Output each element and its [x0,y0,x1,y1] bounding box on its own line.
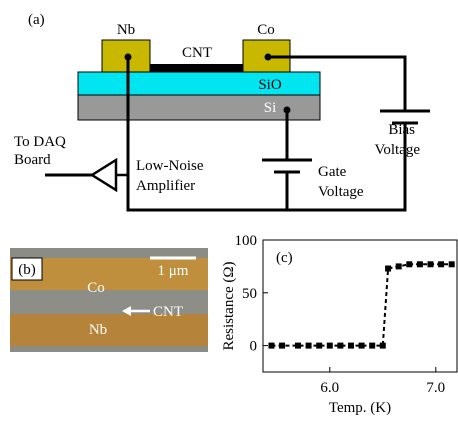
data-point [406,261,412,267]
cnt-label: CNT [182,45,212,61]
data-point [359,343,365,349]
gate-label: Voltage [318,184,364,200]
amplifier [92,160,116,190]
data-point [327,343,333,349]
amp-label: Low-Noise [136,158,204,174]
data-point [279,343,285,349]
nb-label: Nb [117,22,135,38]
panel-b: (b) 1 μm Co CNT Nb [10,248,208,352]
figure: (a) Nb Co CNT SiO Si Bias Voltage To DAQ… [0,0,458,424]
data-point [348,343,354,349]
scale-label: 1 μm [158,263,189,279]
data-point [417,261,423,267]
data-point [316,343,322,349]
panel-label: (c) [276,250,293,266]
data-point [268,343,274,349]
daq-label: To DAQ [14,134,66,150]
amp-label: Amplifier [136,178,195,194]
cnt-label: CNT [153,304,183,320]
daq-label: Board [14,152,51,168]
data-line [271,264,451,345]
y-tick-label: 50 [242,286,257,302]
data-point [427,261,433,267]
data-point [385,266,391,272]
data-point [380,343,386,349]
si-layer [78,95,320,120]
panel-label: (b) [18,262,36,278]
data-point [369,343,375,349]
x-tick-label: 6.0 [320,380,339,396]
sio-layer [78,72,320,95]
data-point [449,261,455,267]
panel-c: (c) Temp. (K) Resistance (Ω) 0 50 100 6.0 7.… [221,233,457,416]
data-point [337,343,343,349]
y-tick-label: 100 [235,233,258,249]
cnt-bar [150,64,243,72]
data-point [438,261,444,267]
bias-label: Voltage [374,142,420,158]
gate-label: Gate [318,164,347,180]
sio-label: SiO [258,77,282,93]
afm-stripe [10,346,208,352]
y-axis-label: Resistance (Ω) [221,261,237,350]
bias-label: Bias [388,122,415,138]
x-tick-label: 7.0 [426,380,445,396]
si-label: Si [264,100,277,116]
x-axis-label: Temp. (K) [329,400,391,416]
data-point [306,343,312,349]
panel-label: (a) [28,12,45,28]
contact-dot [125,54,132,61]
data-point [396,263,402,269]
contact-dot [265,54,272,61]
data-point [295,343,301,349]
co-label: Co [87,280,105,296]
nb-label: Nb [89,322,107,338]
co-label: Co [257,22,275,38]
panel-a: (a) Nb Co CNT SiO Si Bias Voltage To DAQ… [14,12,430,210]
y-tick-label: 0 [250,339,258,355]
contact-dot [284,107,291,114]
